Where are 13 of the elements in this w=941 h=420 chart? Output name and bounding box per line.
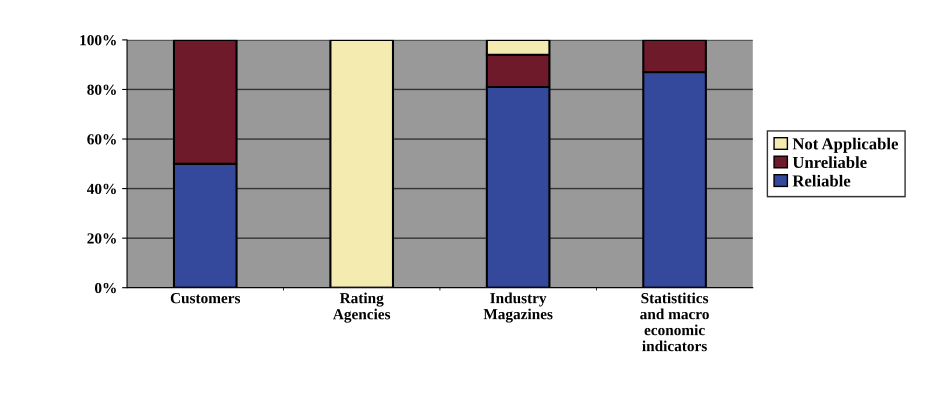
x-tick-label: Customers [170, 293, 240, 304]
legend-label: Reliable [792, 174, 850, 187]
y-tick-label: 20% [87, 233, 116, 244]
y-tick-label: 40% [86, 184, 116, 194]
legend-label: Not Applicable [792, 138, 898, 153]
y-tick-label: 100% [80, 35, 116, 46]
y-tick-label: 0% [94, 282, 116, 294]
x-tick-label: Rating Agencies [332, 292, 390, 323]
y-tick-label: 80% [87, 84, 116, 95]
y-tick-label: 60% [87, 134, 116, 145]
legend-label: Unreliable [792, 156, 867, 168]
x-tick-label: Statistitics and macro economic indicators [640, 292, 709, 352]
x-tick-label: Industry Magazines [484, 292, 553, 323]
